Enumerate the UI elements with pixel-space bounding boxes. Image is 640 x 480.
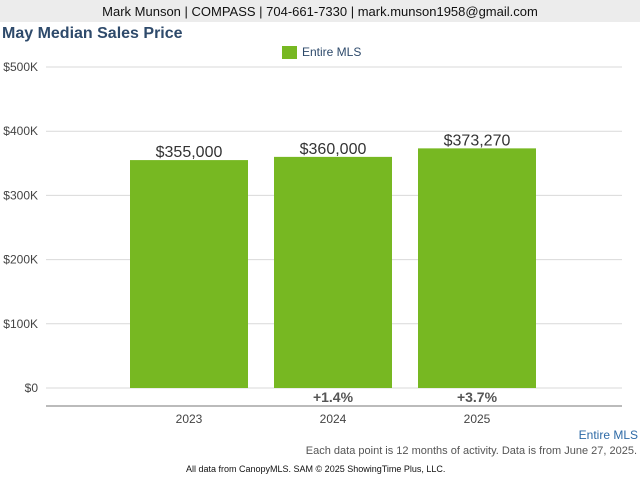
bar-change-label: +1.4% — [313, 389, 354, 405]
y-tick-label: $200K — [3, 253, 38, 267]
chart-legend: Entire MLS — [282, 45, 361, 59]
bar-data-label: $373,270 — [444, 132, 511, 149]
agent-contact-text: Mark Munson | COMPASS | 704-661-7330 | m… — [102, 3, 538, 19]
bar-chart: $0 $100K $200K $300K $400K $500K $355,000 2023 $… — [3, 60, 622, 426]
x-tick-label: 2024 — [320, 412, 347, 426]
bar-change-label: +3.7% — [457, 389, 498, 405]
y-tick-label: $500K — [3, 60, 38, 74]
bar-2023 — [130, 160, 248, 388]
bar-data-label: $360,000 — [300, 141, 367, 158]
series-link-entire-mls[interactable]: Entire MLS — [578, 428, 638, 442]
data-footnote: Each data point is 12 months of activity… — [305, 445, 637, 457]
legend-swatch — [282, 45, 297, 59]
bar-2024 — [274, 156, 392, 388]
y-tick-label: $300K — [3, 188, 38, 202]
y-tick-label: $0 — [25, 381, 39, 395]
legend-label: Entire MLS — [302, 45, 362, 59]
y-tick-label: $400K — [3, 124, 38, 138]
x-tick-label: 2023 — [176, 412, 203, 426]
bar-data-label: $355,000 — [156, 144, 223, 161]
data-credit: All data from CanopyMLS. SAM © 2025 Show… — [186, 464, 446, 474]
bar-2025 — [418, 148, 536, 388]
x-tick-label: 2025 — [464, 412, 491, 426]
chart-title: May Median Sales Price — [2, 25, 183, 42]
agent-contact-header: Mark Munson | COMPASS | 704-661-7330 | m… — [0, 0, 640, 22]
y-tick-label: $100K — [3, 317, 38, 331]
